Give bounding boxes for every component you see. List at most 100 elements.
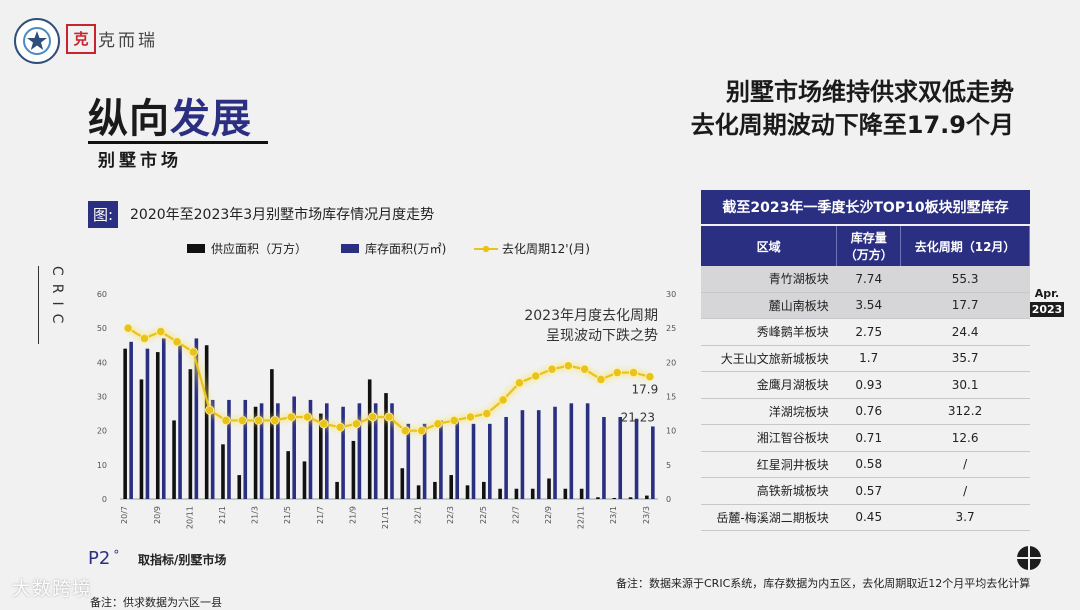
legend-stock: 库存面积(万㎡)	[341, 240, 446, 257]
cric-side-label: CRIC	[38, 266, 65, 344]
cycle-point	[384, 412, 394, 422]
legend-label-supply: 供应面积（万方）	[211, 242, 308, 256]
cycle-point	[286, 412, 296, 422]
table-row: 岳麓-梅溪湖二期板块 0.45 3.7	[701, 504, 1030, 531]
stock-bar	[569, 403, 574, 499]
stock-bar	[406, 423, 411, 499]
table-cell: 洋湖垸板块	[701, 398, 837, 425]
cycle-point	[253, 415, 264, 426]
cycle-point	[270, 415, 280, 426]
date-badge: Apr. 2023	[1030, 287, 1064, 317]
x-tick-label: 22/7	[511, 506, 520, 524]
x-tick-label: 21/7	[316, 506, 325, 524]
y-right-tick-label: 5	[666, 461, 671, 470]
table-row: 麓山南板块 3.54 17.7	[701, 292, 1030, 319]
stock-last-label: 21.23	[621, 410, 655, 424]
stock-bar	[634, 418, 639, 499]
brand-name: 克而瑞	[98, 31, 158, 51]
legend-swatch-supply	[187, 244, 205, 253]
supply-bar	[612, 497, 617, 499]
stock-bar	[553, 406, 557, 499]
table-cell: 12.6	[900, 424, 1030, 452]
inventory-chart: 0 10 20 30 40 50 60 0 5 10 15 20 25 30 20/7 20/9 20/11 21…	[97, 290, 676, 529]
supply-bar	[221, 444, 225, 499]
chart-bars	[123, 338, 655, 499]
table-cell: 30.1	[900, 371, 1030, 399]
supply-bar	[286, 451, 290, 499]
table-cell: 湘江智谷板块	[701, 424, 837, 452]
section-subtitle: 别墅市场	[98, 151, 182, 171]
stock-bar	[488, 423, 492, 499]
y-right-tick-label: 25	[666, 324, 676, 333]
figure-tag: 图:	[88, 201, 118, 228]
stock-bar	[390, 403, 394, 499]
cycle-point	[449, 415, 459, 426]
chart-labels: 17.9 21.23	[621, 383, 659, 425]
stock-bar	[243, 399, 248, 499]
y-left-tick-label: 0	[102, 495, 107, 504]
legend-swatch-cycle	[474, 245, 498, 252]
table-row: 金鹰月湖板块 0.93 30.1	[701, 371, 1030, 399]
table-row: 青竹湖板块 7.74 55.3	[701, 266, 1030, 293]
table-cell: /	[900, 477, 1030, 505]
watermark: 大数跨境	[12, 578, 93, 600]
stock-bar	[504, 417, 508, 499]
supply-bar	[253, 406, 258, 499]
stock-bar	[585, 403, 590, 499]
supply-bar	[237, 475, 242, 499]
headline-line1: 别墅市场维持供求双低走势	[726, 78, 1014, 106]
y-left-tick-label: 30	[97, 393, 107, 402]
supply-bar	[400, 468, 405, 499]
cycle-point	[139, 333, 150, 344]
supply-bar	[318, 413, 323, 499]
y-left-tick-label: 40	[97, 358, 107, 367]
cycle-point	[188, 347, 198, 357]
y-right-tick-label: 20	[666, 358, 676, 367]
x-tick-label: 20/7	[120, 506, 129, 524]
stock-bar	[210, 399, 215, 499]
cycle-point	[417, 426, 427, 436]
stock-bar	[422, 423, 427, 499]
supply-bar	[204, 345, 209, 499]
stock-bar	[194, 338, 199, 499]
stock-bar	[178, 345, 182, 499]
annotation-line1: 2023年月度去化周期	[524, 308, 658, 324]
stock-bar	[602, 417, 606, 499]
stock-bar	[145, 348, 150, 499]
table-cell: 0.71	[836, 424, 901, 452]
table-cell: 312.2	[900, 398, 1030, 425]
table-cell: 1.7	[836, 345, 901, 372]
stock-bar	[439, 420, 443, 499]
supply-bar	[351, 440, 356, 499]
table-cell: 秀峰鹅羊板块	[701, 318, 837, 346]
y-left-tick-label: 10	[97, 461, 107, 470]
table-cell: 0.57	[836, 477, 901, 505]
legend-supply: 供应面积（万方）	[187, 240, 307, 257]
x-tick-label: 21/5	[283, 506, 292, 524]
y-right-tick-label: 0	[666, 495, 671, 504]
y-left-tick-label: 60	[97, 290, 107, 299]
y-right-tick-label: 10	[666, 427, 676, 436]
stock-bar	[536, 410, 541, 499]
x-tick-label: 22/1	[414, 506, 423, 524]
supply-bar	[628, 497, 633, 499]
cycle-point	[531, 371, 541, 381]
headline: 别墅市场维持供求双低走势 去化周期波动下降至17.9个月	[691, 76, 1014, 142]
x-tick-label: 23/1	[609, 506, 618, 524]
supply-bar	[302, 461, 307, 499]
x-tick-label: 20/9	[153, 506, 162, 524]
table-row: 高铁新城板块 0.57/	[701, 477, 1030, 505]
x-tick-label: 21/3	[251, 506, 260, 524]
stock-bar	[129, 341, 133, 499]
note-left: 备注：供求数据为六区一县	[90, 596, 222, 609]
compass-icon	[1017, 546, 1041, 570]
supply-bar	[645, 495, 649, 499]
x-tick-label: 21/1	[218, 506, 227, 524]
table-cell: 0.76	[836, 398, 901, 425]
y-right-tick-label: 15	[666, 393, 676, 402]
chart-annotation: 2023年月度去化周期 呈现波动下跌之势	[488, 306, 658, 346]
supply-bar	[123, 348, 127, 499]
stock-bar	[455, 420, 460, 499]
table-cell: 青竹湖板块	[701, 266, 837, 293]
table-cell: 红星洞井板块	[701, 451, 837, 478]
